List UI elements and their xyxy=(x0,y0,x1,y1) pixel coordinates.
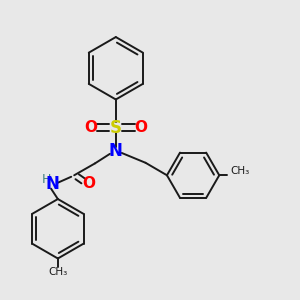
Text: CH₃: CH₃ xyxy=(230,166,250,176)
Text: O: O xyxy=(84,120,97,135)
Text: O: O xyxy=(135,120,148,135)
Text: S: S xyxy=(110,119,122,137)
Text: H: H xyxy=(42,173,52,186)
Text: O: O xyxy=(82,176,96,191)
Text: N: N xyxy=(109,142,123,160)
Text: CH₃: CH₃ xyxy=(48,267,68,278)
Text: N: N xyxy=(46,175,60,193)
